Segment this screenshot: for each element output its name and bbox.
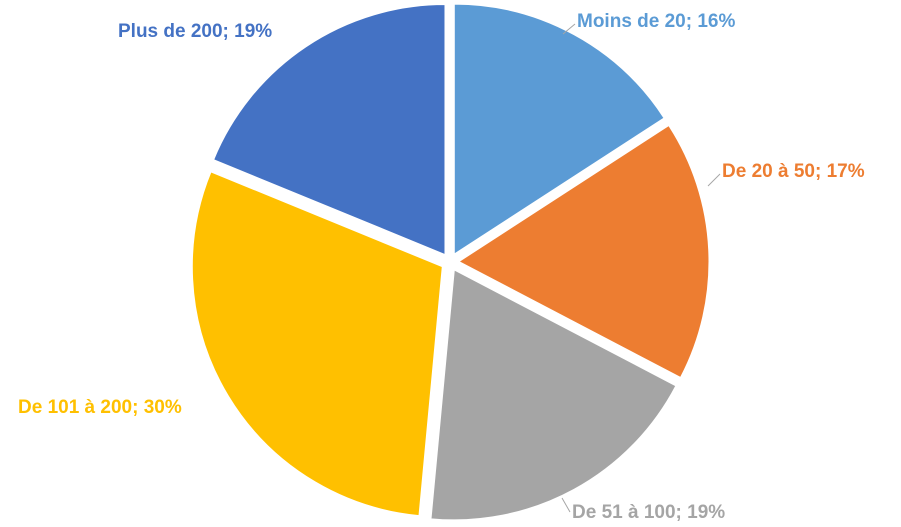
pie-slice [453, 3, 665, 256]
data-label: Moins de 20; 16% [577, 11, 735, 32]
pie-slice [430, 269, 677, 521]
data-label: De 101 à 200; 30% [18, 397, 182, 418]
pie-slice [212, 4, 446, 256]
data-label: Plus de 200; 19% [118, 21, 272, 42]
pie-slice [457, 124, 710, 379]
pie-slice [191, 171, 443, 517]
data-label: De 20 à 50; 17% [722, 161, 865, 182]
leader-line [562, 23, 576, 35]
leader-line [707, 173, 721, 187]
leader-line [561, 497, 571, 513]
data-label: De 51 à 100; 19% [572, 502, 725, 523]
